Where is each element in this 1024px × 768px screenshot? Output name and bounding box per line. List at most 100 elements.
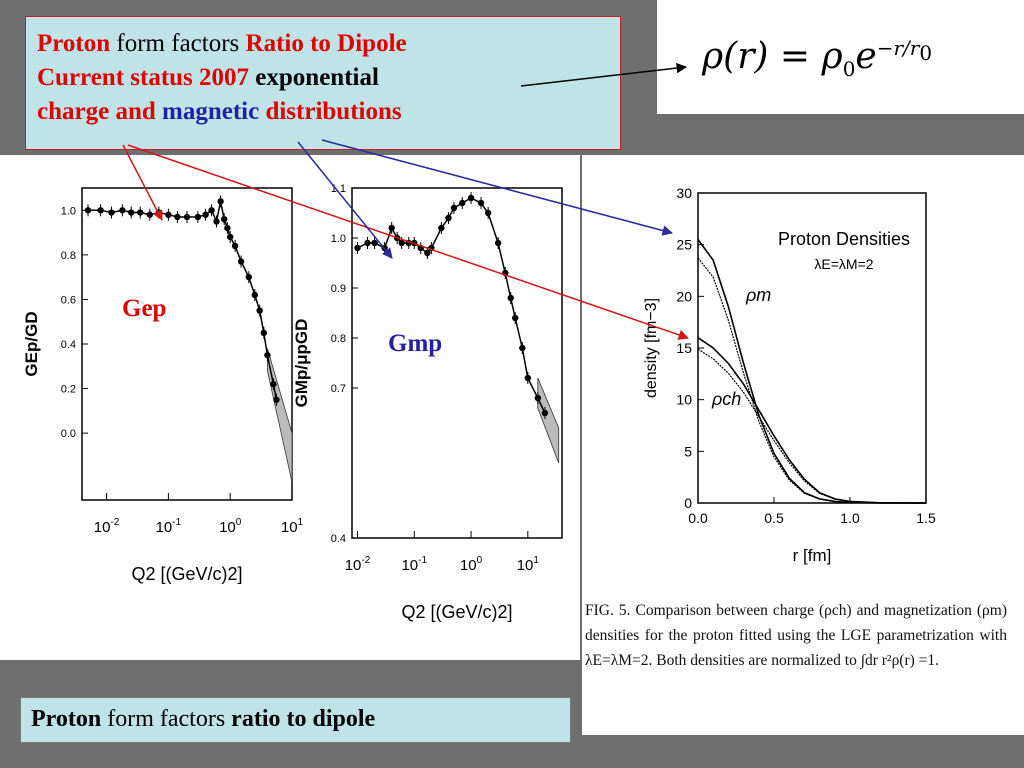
data-point [477, 199, 485, 207]
data-point [245, 273, 253, 281]
uncertainty-band [537, 377, 560, 464]
y-tick-label: 0.8 [61, 250, 76, 262]
title-line-3: charge and magnetic distributions [37, 98, 402, 125]
data-point [97, 207, 104, 214]
data-point [459, 199, 466, 207]
plot-frame [81, 187, 293, 501]
form-factor-plot-panel: 0.0 0.2 0.4 0.6 0.8 1.0 10-2 10-1 100 101 Q2 [(GeV… [0, 155, 580, 660]
x-tick-label: 101 [517, 555, 540, 574]
data-point [393, 234, 401, 242]
data-point [273, 396, 280, 403]
data-point [388, 224, 395, 232]
data-point [364, 239, 371, 247]
data-point [438, 224, 445, 232]
y-tick-label: 30 [676, 185, 692, 201]
chart-title: Proton Densities [778, 229, 910, 249]
data-point [411, 239, 418, 247]
series-line-rho-m [697, 239, 926, 504]
data-point [405, 239, 412, 247]
data-point [155, 209, 163, 216]
density-formula-box: ρ(r) = ρ0e−r/r0 [657, 0, 1024, 114]
data-point [221, 216, 228, 223]
fit-line [88, 201, 278, 400]
y-tick-label: 0.2 [61, 384, 76, 396]
data-point [127, 209, 135, 216]
y-axis-label: GMp/μpGD [292, 319, 311, 408]
ff-plot-2: 0.4 0.7 0.8 0.9 1.0 1.1 10-2 10-1 100 101 Q2 [(GeV… [292, 183, 563, 622]
x-axis-label: Q2 [(GeV/c)2] [131, 564, 242, 584]
data-point [165, 211, 172, 218]
y-tick-label: 15 [676, 340, 692, 356]
data-point [224, 224, 231, 232]
x-tick-label: 1.0 [840, 510, 860, 526]
series-line-rho-ch [697, 337, 927, 504]
gep-label: Gep [122, 295, 167, 322]
data-point [467, 194, 475, 202]
y-tick-label: 0.6 [61, 294, 76, 306]
proton-density-chart: 0.0 0.5 1.0 1.5 0 5 10 15 20 25 30 r [fm] density [f… [643, 185, 936, 565]
data-point [507, 294, 514, 302]
data-point [541, 409, 549, 417]
uncertainty-band [267, 348, 293, 483]
x-tick-label: 100 [219, 517, 242, 536]
data-point [119, 207, 126, 214]
y-tick-label: 0.0 [61, 428, 76, 440]
figure-caption: FIG. 5. Comparison between charge (ρch) … [585, 602, 1007, 669]
data-point [519, 344, 526, 352]
data-point [237, 258, 245, 265]
y-tick-label: 0.7 [331, 383, 346, 395]
data-point [398, 239, 405, 247]
data-point [256, 307, 263, 314]
data-point [208, 207, 215, 214]
y-tick-label: 20 [676, 288, 692, 304]
data-point [183, 213, 191, 221]
y-tick-label: 1.0 [61, 205, 76, 217]
data-point [217, 198, 224, 205]
title-line-1: Proton form factors Ratio to Dipole [37, 30, 407, 57]
y-tick-label: 0 [684, 495, 692, 511]
y-tick-label: 5 [684, 443, 692, 459]
gmp-label: Gmp [388, 330, 443, 357]
x-tick-label: 10-2 [345, 555, 371, 574]
series-label-rho-m: ρm [745, 285, 771, 305]
title-box: Proton form factors Ratio to Dipole Curr… [25, 16, 621, 150]
y-tick-label: 0.4 [61, 339, 76, 351]
ff-plot-1: 0.0 0.2 0.4 0.6 0.8 1.0 10-2 10-1 100 101 Q2 [(GeV… [22, 187, 304, 584]
plot-frame [351, 187, 563, 539]
data-point [174, 213, 181, 221]
data-point [260, 329, 268, 337]
data-point [231, 242, 239, 250]
x-tick-label: 10-1 [156, 517, 182, 536]
y-tick-label: 1.1 [331, 183, 346, 195]
form-factor-plots: 0.0 0.2 0.4 0.6 0.8 1.0 10-2 10-1 100 101 Q2 [(GeV… [22, 183, 563, 622]
data-point [494, 239, 502, 247]
data-point [445, 214, 452, 222]
data-point [137, 209, 144, 216]
y-tick-label: 0.8 [331, 333, 346, 345]
y-tick-label: 0.9 [331, 283, 346, 295]
data-point [251, 291, 258, 299]
data-point [381, 244, 388, 252]
y-tick-label: 1.0 [331, 233, 346, 245]
data-point [108, 209, 115, 216]
y-axis-label: GEp/GD [22, 311, 41, 376]
x-tick-label: 10-1 [401, 555, 427, 574]
x-tick-label: 1.5 [916, 510, 936, 526]
data-point [146, 211, 153, 218]
data-point [428, 244, 435, 252]
fit-line [357, 197, 546, 414]
bottom-caption-box: Proton form factors ratio to dipole [20, 697, 571, 743]
data-point [524, 374, 532, 382]
data-point [534, 394, 542, 402]
x-axis-label: Q2 [(GeV/c)2] [401, 602, 512, 622]
x-axis-label: r [fm] [793, 546, 832, 565]
density-formula: ρ(r) = ρ0e−r/r0 [702, 36, 933, 82]
data-point [202, 211, 209, 218]
data-point [354, 244, 361, 252]
data-point [484, 209, 492, 217]
x-tick-label: 10-2 [94, 517, 120, 536]
data-point [270, 380, 277, 388]
data-point [371, 239, 378, 247]
y-axis-label: density [fm−3] [643, 298, 660, 398]
x-tick-label: 101 [281, 517, 304, 536]
